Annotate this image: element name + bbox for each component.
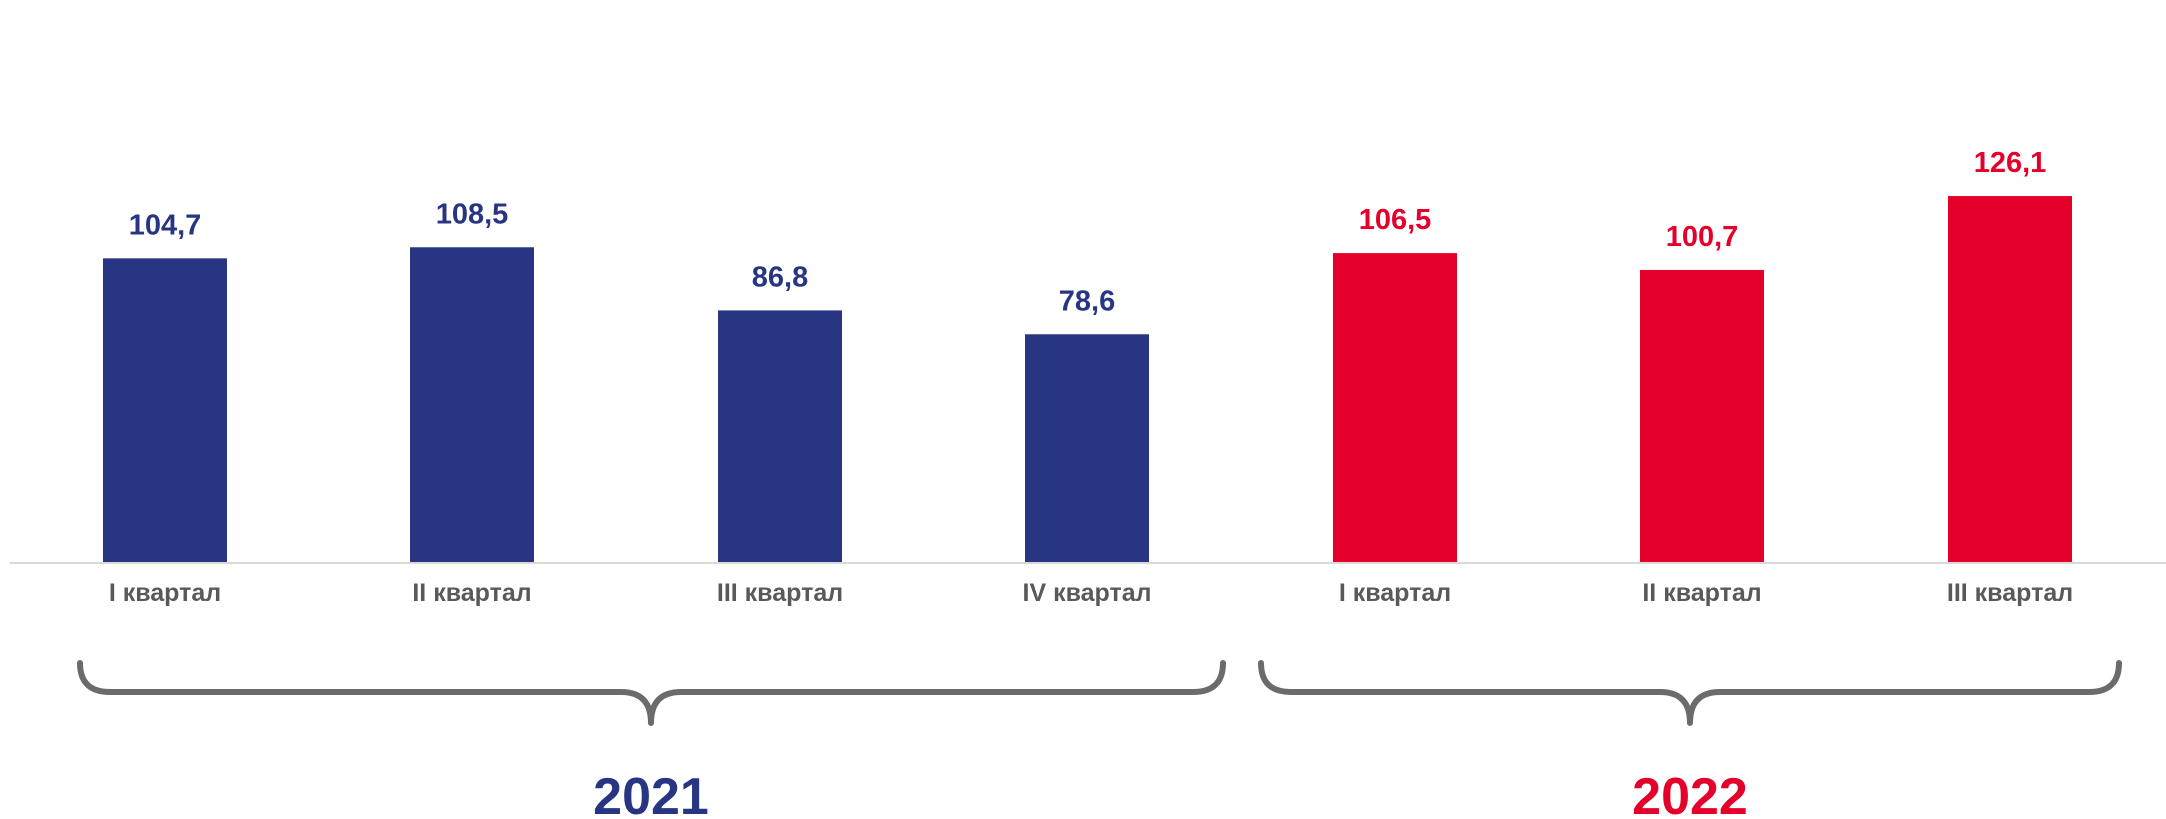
category-label: I квартал xyxy=(1339,579,1451,607)
year-label-2022: 2022 xyxy=(1632,768,1748,819)
bar xyxy=(1948,196,2072,563)
bar-value-label: 106,5 xyxy=(1359,204,1432,236)
bars-layer xyxy=(103,196,2072,563)
bar xyxy=(103,258,227,563)
bar xyxy=(1025,334,1149,563)
category-label: I квартал xyxy=(109,579,221,607)
year-braces-layer xyxy=(77,660,2122,726)
bar xyxy=(410,247,534,563)
category-label: II квартал xyxy=(1642,579,1761,607)
category-label: II квартал xyxy=(412,579,531,607)
bar-value-label: 100,7 xyxy=(1666,221,1739,253)
bar xyxy=(1333,253,1457,563)
bar-value-label: 108,5 xyxy=(436,198,509,230)
bar xyxy=(1640,269,1764,563)
bar-value-label: 104,7 xyxy=(129,209,202,241)
year-labels-layer: 2021 2022 xyxy=(593,768,1748,819)
category-label: III квартал xyxy=(1947,579,2073,607)
bar-value-label: 86,8 xyxy=(752,261,808,293)
year-brace-2021 xyxy=(77,660,1226,726)
bar-value-label: 78,6 xyxy=(1059,285,1115,317)
category-label: III квартал xyxy=(717,579,843,607)
bar xyxy=(718,310,842,563)
bar-value-label: 126,1 xyxy=(1974,147,2047,179)
category-labels-layer: I квартал II квартал III квартал IV квартал… xyxy=(109,579,2073,607)
category-label: IV квартал xyxy=(1023,579,1152,607)
year-label-2021: 2021 xyxy=(593,768,709,819)
value-labels-layer: 104,7 108,5 86,8 78,6 106,5 100,7 126,1 xyxy=(129,147,2047,317)
year-brace-2022 xyxy=(1258,660,2122,726)
